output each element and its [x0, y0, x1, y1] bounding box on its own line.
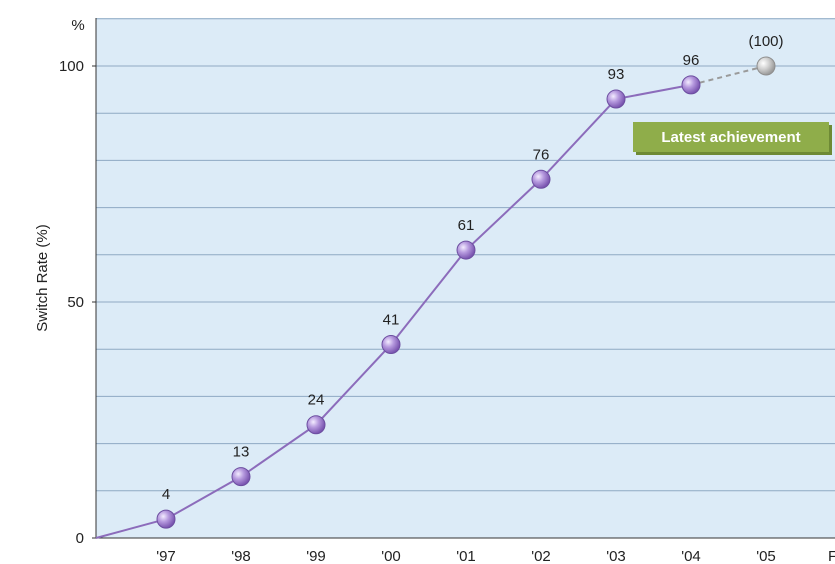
latest-achievement-badge: Latest achievement: [633, 122, 832, 155]
x-tick-label: '00: [381, 548, 401, 564]
data-point: [231, 467, 251, 487]
data-point: [306, 415, 326, 435]
y-tick-label: 50: [67, 294, 84, 311]
data-label: 41: [383, 311, 400, 328]
badge-text: Latest achievement: [661, 129, 800, 146]
data-point: [681, 75, 701, 95]
data-label: 61: [458, 217, 475, 234]
x-tick-label: '04: [681, 548, 701, 564]
data-label: 4: [162, 486, 170, 503]
forecast-data-point: [756, 56, 776, 76]
data-point: [606, 89, 626, 109]
plot-area: [96, 18, 835, 538]
x-tick-label: '99: [306, 548, 326, 564]
data-label: 76: [533, 146, 550, 163]
x-tick-label: '02: [531, 548, 551, 564]
x-tick-label: '03: [606, 548, 626, 564]
data-point: [156, 509, 176, 529]
data-point: [381, 334, 401, 354]
data-point: [531, 169, 551, 189]
x-ticks: '97 '98 '99 '00 '01 '02 '03 '04 '05 F: [156, 548, 835, 564]
x-axis-trailing-label: F: [828, 548, 835, 564]
x-tick-label: '97: [156, 548, 176, 564]
data-label: 24: [308, 392, 325, 409]
data-point: [456, 240, 476, 260]
y-ticks: 0 50 100: [59, 58, 96, 547]
x-tick-label: '98: [231, 548, 251, 564]
y-tick-label: 100: [59, 58, 84, 75]
forecast-series-line: [690, 65, 767, 86]
data-label: 96: [683, 52, 700, 69]
y-unit-label: %: [71, 17, 84, 34]
x-tick-label: '05: [756, 548, 776, 564]
series-markers: [156, 56, 776, 529]
data-labels: 4 13 24 41 61 76 93 96 (100): [162, 33, 784, 503]
data-label: 13: [233, 444, 250, 461]
y-tick-label: 0: [76, 530, 84, 547]
badge-box: [633, 122, 829, 152]
y-axis-title: Switch Rate (%): [34, 224, 51, 332]
data-label: (100): [748, 33, 783, 50]
x-tick-label: '01: [456, 548, 476, 564]
data-label: 93: [608, 66, 625, 83]
